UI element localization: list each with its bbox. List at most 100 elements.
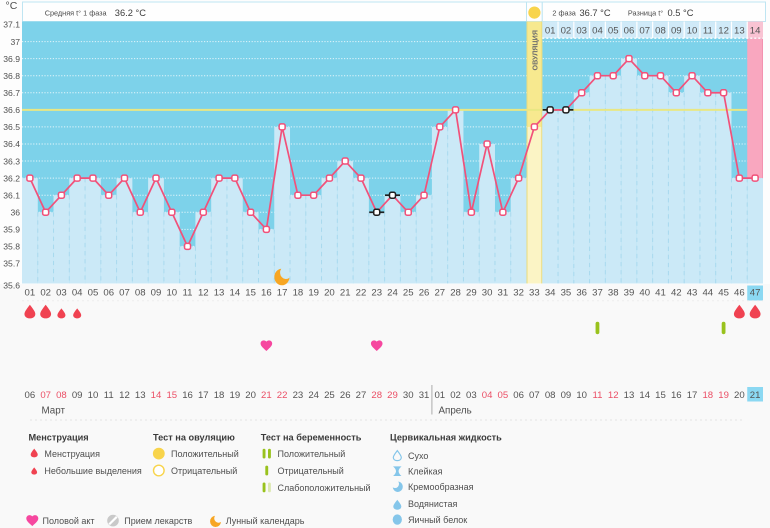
svg-text:13: 13 [135,390,146,401]
svg-text:°C: °C [6,0,18,12]
svg-text:31: 31 [498,288,509,299]
svg-text:06: 06 [513,390,524,401]
svg-text:36.5: 36.5 [3,122,20,132]
svg-text:04: 04 [482,390,493,401]
svg-text:15: 15 [245,288,256,299]
svg-text:36.9: 36.9 [3,54,20,64]
svg-text:13: 13 [624,390,635,401]
svg-text:29: 29 [466,288,477,299]
svg-text:Кремообразная: Кремообразная [408,482,474,492]
svg-text:Положительный: Положительный [171,449,239,459]
svg-text:16: 16 [261,288,272,299]
svg-text:08: 08 [545,390,556,401]
svg-text:Менструация: Менструация [44,449,100,459]
svg-text:10: 10 [166,288,177,299]
svg-text:20: 20 [734,390,745,401]
svg-text:36.7: 36.7 [3,88,20,98]
svg-text:37.1: 37.1 [3,20,20,30]
svg-text:02: 02 [40,288,51,299]
svg-text:36.2 °C: 36.2 °C [115,8,146,18]
svg-text:Цервикальная жидкость: Цервикальная жидкость [390,432,502,442]
svg-text:25: 25 [403,288,414,299]
svg-text:Отрицательный: Отрицательный [171,466,237,476]
svg-text:22: 22 [277,390,288,401]
svg-text:04: 04 [72,288,83,299]
svg-text:34: 34 [545,288,556,299]
svg-text:26: 26 [340,390,351,401]
svg-text:22: 22 [356,288,367,299]
svg-text:16: 16 [671,390,682,401]
svg-text:01: 01 [25,288,36,299]
svg-text:05: 05 [88,288,99,299]
svg-text:Небольшие выделения: Небольшие выделения [44,466,142,476]
svg-text:03: 03 [56,288,67,299]
svg-text:08: 08 [56,390,67,401]
svg-text:35: 35 [561,288,572,299]
svg-text:08: 08 [655,26,666,37]
svg-text:28: 28 [450,288,461,299]
svg-text:09: 09 [72,390,83,401]
svg-text:12: 12 [198,288,209,299]
svg-text:Средняя t° 1 фаза: Средняя t° 1 фаза [45,8,108,17]
svg-text:26: 26 [419,288,430,299]
svg-text:19: 19 [230,390,241,401]
svg-text:06: 06 [624,26,635,37]
svg-text:46: 46 [734,288,745,299]
svg-text:09: 09 [561,390,572,401]
svg-text:Сухо: Сухо [408,451,428,461]
svg-text:32: 32 [513,288,524,299]
svg-text:07: 07 [639,26,650,37]
svg-text:20: 20 [324,288,335,299]
svg-text:Слабоположительный: Слабоположительный [278,483,371,493]
svg-text:14: 14 [639,390,650,401]
svg-text:45: 45 [718,288,729,299]
svg-text:18: 18 [214,390,225,401]
svg-text:38: 38 [608,288,619,299]
svg-text:30: 30 [482,288,493,299]
svg-text:44: 44 [702,288,713,299]
svg-text:06: 06 [103,288,114,299]
svg-text:27: 27 [434,288,445,299]
svg-text:36.8: 36.8 [3,71,20,81]
svg-text:01: 01 [545,26,556,37]
svg-text:35.8: 35.8 [3,242,20,252]
svg-text:05: 05 [498,390,509,401]
svg-text:42: 42 [671,288,682,299]
svg-text:08: 08 [135,288,146,299]
svg-text:35.6: 35.6 [3,280,20,290]
svg-text:36.3: 36.3 [3,156,20,166]
svg-text:Апрель: Апрель [439,406,472,417]
svg-text:Лунный календарь: Лунный календарь [226,516,305,526]
svg-text:03: 03 [576,26,587,37]
svg-text:36.7 °C: 36.7 °C [580,8,611,18]
svg-text:19: 19 [718,390,729,401]
svg-text:ОВУЛЯЦИЯ: ОВУЛЯЦИЯ [530,30,539,71]
svg-text:09: 09 [671,26,682,37]
svg-text:15: 15 [166,390,177,401]
svg-text:36.1: 36.1 [3,190,20,200]
svg-text:Клейкая: Клейкая [408,467,443,477]
svg-text:02: 02 [450,390,461,401]
svg-text:17: 17 [687,390,698,401]
svg-text:27: 27 [356,390,367,401]
svg-text:30: 30 [403,390,414,401]
svg-text:12: 12 [119,390,130,401]
svg-text:25: 25 [324,390,335,401]
svg-text:11: 11 [183,288,193,299]
svg-text:14: 14 [230,288,241,299]
svg-text:33: 33 [529,288,540,299]
svg-text:36: 36 [576,288,587,299]
svg-text:09: 09 [151,288,162,299]
svg-text:Тест на беременность: Тест на беременность [261,432,362,442]
svg-text:02: 02 [561,26,572,37]
svg-text:04: 04 [592,26,603,37]
svg-text:14: 14 [151,390,162,401]
svg-text:0.5 °C: 0.5 °C [668,8,694,18]
svg-text:Прием лекарств: Прием лекарств [124,516,192,526]
svg-text:28: 28 [371,390,382,401]
svg-text:Тест на овуляцию: Тест на овуляцию [153,432,235,442]
svg-text:15: 15 [655,390,666,401]
svg-text:18: 18 [702,390,713,401]
svg-text:40: 40 [639,288,650,299]
svg-text:17: 17 [198,390,209,401]
